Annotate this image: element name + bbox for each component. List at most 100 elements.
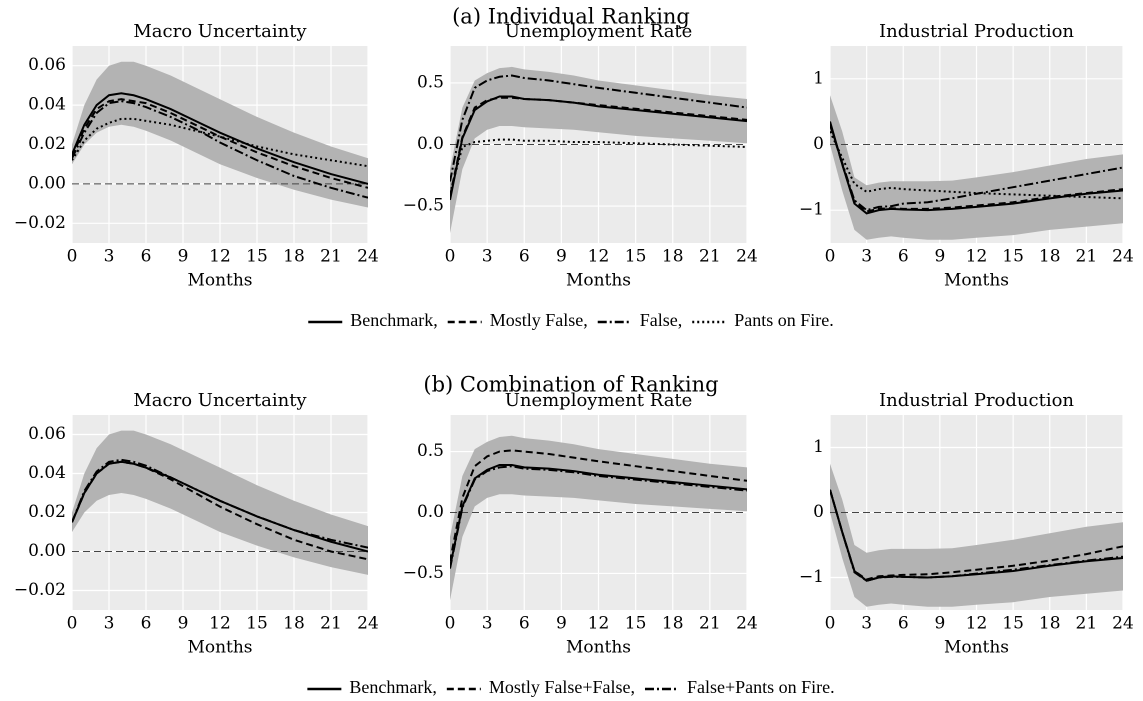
y-tick-label: 0.06 [28,424,66,444]
x-tick-label: 6 [898,247,909,267]
x-axis-label: Months [944,638,1009,658]
x-tick-label: 9 [178,247,189,267]
x-tick-label: 24 [1112,247,1134,267]
y-tick-label: 0.06 [28,55,66,75]
legend-label: Benchmark, [349,677,436,697]
section-title: (a) Individual Ranking [452,5,690,29]
x-tick-label: 18 [662,247,684,267]
y-tick-label: 0 [813,502,824,522]
legend: Benchmark, Mostly False, False, Pants on Fi… [308,310,834,330]
x-tick-label: 15 [246,614,268,634]
x-tick-label: 24 [736,614,758,634]
confidence-band [450,435,747,601]
x-tick-label: 3 [482,614,493,634]
legend-label: Benchmark, [350,310,437,330]
x-tick-label: 12 [209,614,231,634]
x-tick-label: 18 [1039,247,1061,267]
y-tick-label: −1 [799,567,824,587]
subplot: −0.5 0.0 0.5 0 3 6 9 12 15 18 21 24 Months Unemployme… [403,21,758,291]
subplot: −0.5 0.0 0.5 0 3 6 9 12 15 18 21 24 Months Unemployme… [403,390,758,658]
x-tick-label: 21 [320,614,342,634]
x-tick-label: 3 [861,614,872,634]
series-line [72,98,368,189]
x-tick-label: 0 [445,247,456,267]
x-axis-label: Months [944,271,1009,291]
x-tick-label: 6 [141,247,152,267]
x-tick-label: 12 [966,247,988,267]
x-tick-label: 15 [1002,247,1024,267]
subplot: −1 0 1 0 3 6 9 12 15 18 21 24 Months Industrial Produ… [799,21,1134,291]
y-tick-label: 0.04 [28,95,66,115]
series-line [830,489,1123,582]
y-tick-label: 1 [813,68,824,88]
x-tick-label: 3 [861,247,872,267]
y-tick-label: 0.00 [28,173,66,193]
series-line [830,122,1123,213]
plot-area [450,435,747,601]
x-tick-label: 6 [898,614,909,634]
subplot: −0.02 0.00 0.02 0.04 0.06 0 3 6 9 12 15 18 21 24 Month… [14,390,379,658]
x-axis-label: Months [187,638,252,658]
x-tick-label: 12 [209,247,231,267]
x-tick-label: 0 [825,614,836,634]
confidence-band [450,66,747,234]
subplot: −0.02 0.00 0.02 0.04 0.06 0 3 6 9 12 15 18 21 24 Month… [14,21,379,291]
x-axis-label: Months [566,271,631,291]
subplot-title: Unemployment Rate [505,390,693,411]
series-line [72,100,368,199]
plot-area [830,95,1123,240]
legend-label: False+Pants on Fire. [687,677,835,697]
x-tick-label: 9 [934,247,945,267]
subplot-title: Unemployment Rate [505,21,693,42]
series-line [830,124,1123,212]
x-tick-label: 18 [662,614,684,634]
subplot: −1 0 1 0 3 6 9 12 15 18 21 24 Months Industrial Produ… [799,390,1134,658]
y-tick-label: 0.5 [417,72,444,92]
x-tick-label: 18 [283,247,305,267]
x-tick-label: 3 [104,247,115,267]
x-tick-label: 9 [556,614,567,634]
section-title: (b) Combination of Ranking [423,373,718,397]
x-axis-label: Months [566,638,631,658]
legend-label: Mostly False+False, [489,677,635,697]
x-tick-label: 6 [519,247,530,267]
x-tick-label: 18 [1039,614,1061,634]
x-tick-label: 24 [357,614,379,634]
y-tick-label: −1 [799,200,824,220]
legend-label: False, [640,310,683,330]
series-line [72,460,368,561]
x-tick-label: 21 [1076,614,1098,634]
legend: Benchmark, Mostly False+False, False+Pants… [307,677,835,697]
x-tick-label: 0 [825,247,836,267]
x-axis-label: Months [187,271,252,291]
x-tick-label: 6 [519,614,530,634]
series-line [72,92,368,185]
series-line [830,130,1123,200]
series-line [450,96,747,197]
x-tick-label: 12 [588,614,610,634]
x-tick-label: 9 [178,614,189,634]
y-tick-label: 0.02 [28,134,66,154]
y-tick-label: −0.02 [14,580,66,600]
y-tick-label: 1 [813,437,824,457]
legend-label: Pants on Fire. [734,310,834,330]
series-line [450,74,747,182]
x-tick-label: 24 [1112,614,1134,634]
y-tick-label: 0.00 [28,541,66,561]
x-tick-label: 15 [1002,614,1024,634]
x-tick-label: 21 [699,247,721,267]
y-tick-label: 0.02 [28,502,66,522]
x-tick-label: 3 [104,614,115,634]
subplot-title: Macro Uncertainty [133,390,307,411]
y-tick-label: 0 [813,134,824,154]
x-tick-label: 0 [67,247,78,267]
subplot-title: Macro Uncertainty [133,21,307,42]
x-tick-label: 9 [556,247,567,267]
x-tick-label: 24 [357,247,379,267]
x-tick-label: 12 [588,247,610,267]
x-tick-label: 18 [283,614,305,634]
plot-area [72,61,368,208]
series-line [450,449,747,562]
y-tick-label: 0.04 [28,463,66,483]
